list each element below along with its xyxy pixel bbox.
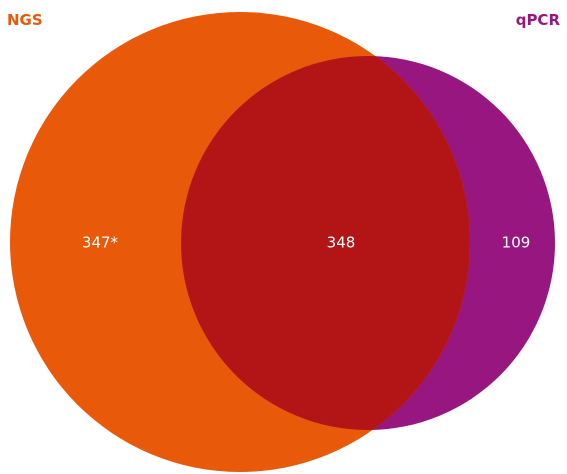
qpcr-only-count: 109 (502, 234, 531, 252)
ngs-only-count: 347* (82, 234, 119, 252)
intersection-count: 348 (327, 234, 356, 252)
qpcr-set-label: qPCR (515, 11, 560, 29)
ngs-set-label: NGS (7, 11, 43, 29)
